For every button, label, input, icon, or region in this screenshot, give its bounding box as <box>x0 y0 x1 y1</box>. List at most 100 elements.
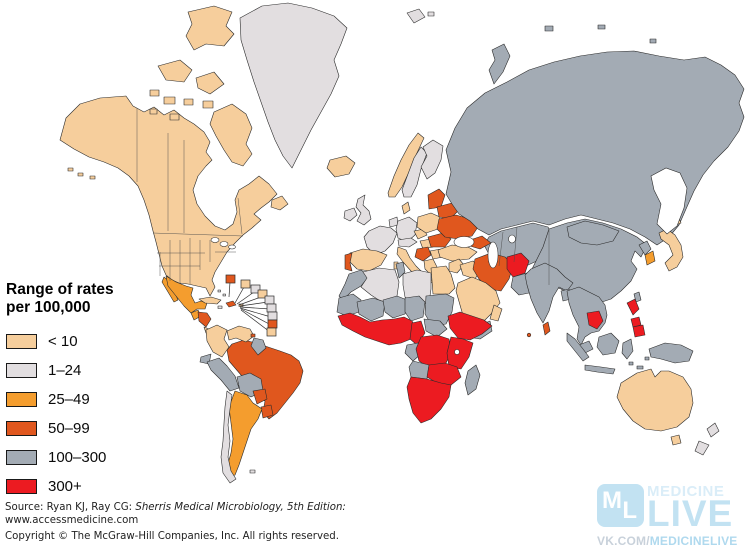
region-france <box>363 225 398 256</box>
region-australia <box>616 368 694 432</box>
callout-box-3 <box>250 284 261 294</box>
legend-swatch-100-300 <box>6 449 37 465</box>
callout-box-2 <box>240 279 251 289</box>
region-russian-arctic-islet <box>597 24 606 30</box>
watermark-vk-prefix: VK.COM/ <box>597 534 650 549</box>
legend-label-1-24: 1–24 <box>48 361 82 379</box>
watermark-medicine-text: MEDICINE <box>647 483 725 500</box>
legend-label-300plus: 300+ <box>48 477 82 495</box>
region-south-korea <box>644 250 656 266</box>
region-philippines-luzon <box>626 298 640 316</box>
region-spain <box>348 248 388 272</box>
region-arctic-islet <box>202 100 214 109</box>
region-peru <box>206 357 240 392</box>
medicinelive-watermark: M L MEDICINE LIVE VK.COM/MEDICINELIVE <box>597 484 747 548</box>
legend-item-lt10: < 10 <box>6 332 196 350</box>
region-newfoundland <box>270 195 289 211</box>
region-arctic-islet <box>169 113 180 121</box>
region-trinidad <box>250 333 256 338</box>
region-lesser-sunda-islet <box>636 365 644 370</box>
legend-label-50-99: 50–99 <box>48 419 90 437</box>
legend-label-100-300: 100–300 <box>48 448 107 466</box>
region-india <box>524 262 574 324</box>
region-victoria-island <box>157 59 193 83</box>
region-kamchatka-no-data <box>650 167 688 235</box>
region-oman <box>489 304 503 322</box>
region-mali <box>356 297 386 322</box>
legend-title-line1: Range of rates <box>6 281 114 298</box>
source-work-title: Sherris Medical Microbiology, 5th Editio… <box>135 502 346 513</box>
great-lake <box>219 241 229 247</box>
region-ukraine <box>436 214 479 240</box>
source-attribution: Source: Ryan KJ, Ray CG: Sherris Medical… <box>5 502 346 543</box>
legend-swatch-50-99 <box>6 420 37 436</box>
region-arctic-islet <box>163 96 176 105</box>
region-southern-africa <box>406 376 452 424</box>
region-chile <box>220 390 237 484</box>
legend-swatch-lt10 <box>6 333 37 349</box>
region-balkans <box>414 246 432 262</box>
region-russia <box>445 50 745 246</box>
callout-box-8 <box>267 319 278 329</box>
region-sumatra <box>566 332 590 362</box>
region-afghanistan <box>506 252 530 278</box>
region-bahamas-islet <box>217 289 221 293</box>
region-mongolia <box>566 220 620 246</box>
legend-item-100-300: 100–300 <box>6 448 196 466</box>
region-cuba <box>198 296 222 305</box>
region-argentina <box>226 390 263 478</box>
region-maldives <box>526 332 532 338</box>
region-aleutian-islet <box>77 172 84 177</box>
region-svalbard <box>406 8 426 24</box>
region-new-zealand-south <box>694 440 710 456</box>
region-finland <box>420 139 444 180</box>
ml-logo-m: M <box>602 487 622 514</box>
copyright-line: Copyright © The McGraw-Hill Companies, I… <box>5 530 339 542</box>
asia-interior-borders <box>498 226 550 285</box>
callout-box-6 <box>266 303 277 313</box>
watermark-live-text: LIVE <box>647 493 734 534</box>
region-ethiopia-horn <box>447 311 493 341</box>
region-bahamas-islet <box>222 293 226 297</box>
region-philippines-visayas <box>630 316 642 328</box>
great-lake <box>210 237 220 243</box>
region-north-korea <box>638 240 652 256</box>
region-lesser-sunda-islet <box>628 361 634 366</box>
region-falkland-islands <box>249 469 256 474</box>
region-greenland <box>239 2 348 169</box>
region-ellesmere-island <box>185 5 235 51</box>
region-levant <box>448 258 465 274</box>
region-arctic-islet <box>149 108 158 115</box>
region-colombia <box>205 324 230 358</box>
caribbean-callouts <box>225 274 278 337</box>
region-new-guinea <box>648 342 694 364</box>
callout-box-4 <box>257 289 268 299</box>
legend-item-1-24: 1–24 <box>6 361 196 379</box>
legend-swatch-1-24 <box>6 362 37 378</box>
legend-item-300plus: 300+ <box>6 477 196 495</box>
region-russian-arctic-islet <box>544 25 554 32</box>
region-russian-arctic-islet <box>649 38 657 44</box>
us-canada-state-borders <box>136 108 244 284</box>
legend-title-line2: per 100,000 <box>6 299 91 317</box>
region-philippines-mindanao <box>632 324 646 338</box>
aral-sea <box>508 234 516 244</box>
region-novaya-zemlya <box>488 43 511 85</box>
black-sea <box>453 236 475 248</box>
region-guyanas <box>250 337 267 356</box>
callout-box-1 <box>225 274 236 284</box>
legend-label-lt10: < 10 <box>48 332 78 350</box>
callout-box-7 <box>267 311 278 321</box>
region-united-kingdom <box>355 194 372 226</box>
legend-item-50-99: 50–99 <box>6 419 196 437</box>
region-central-african-republic <box>423 318 448 338</box>
great-lake <box>228 244 236 250</box>
region-sulawesi <box>621 338 634 360</box>
region-jamaica <box>217 305 223 309</box>
region-portugal <box>344 252 353 272</box>
watermark-vk-suffix: MEDICINELIVE <box>649 534 738 549</box>
region-paraguay <box>252 388 268 405</box>
region-honduras-nicaragua <box>197 311 212 328</box>
